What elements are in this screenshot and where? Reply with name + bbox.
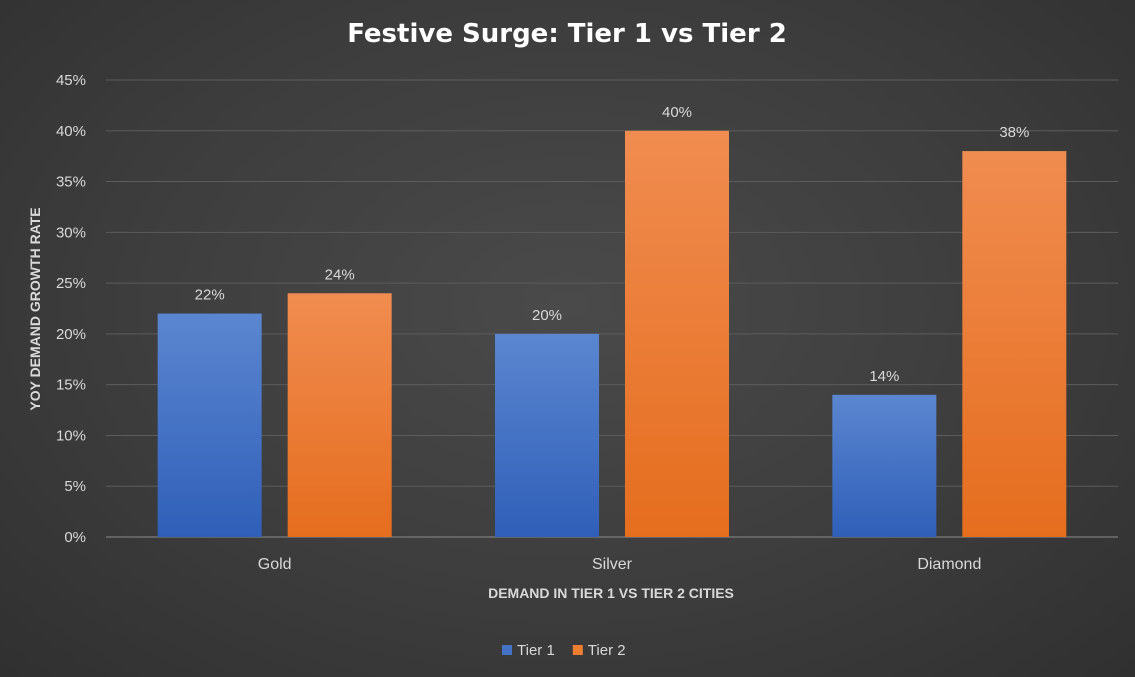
legend-swatch [572, 645, 583, 655]
y-tick-label: 25% [56, 275, 86, 292]
legend-swatch [502, 645, 512, 655]
y-tick-label: 10% [56, 427, 86, 444]
bar-tier-2-diamond [962, 151, 1067, 538]
legend-label: Tier 2 [588, 642, 626, 659]
bar-tier-1-gold [157, 313, 262, 537]
x-axis-title: DEMAND IN TIER 1 VS TIER 2 CITIES [488, 585, 734, 601]
x-tick-label: Gold [258, 556, 292, 573]
y-axis-ticks: 0% 5% 10% 15% 20% 25% 30% 35% 40% 45% [56, 72, 86, 546]
bar-tier-1-diamond [832, 394, 937, 537]
data-label: 40% [662, 104, 692, 121]
bar-tier-1-silver [495, 333, 599, 537]
y-tick-label: 20% [56, 326, 86, 343]
data-label: 22% [195, 287, 225, 304]
y-tick-label: 30% [56, 224, 86, 241]
y-tick-label: 35% [56, 174, 86, 191]
y-tick-label: 0% [64, 529, 86, 546]
y-tick-label: 40% [56, 123, 86, 140]
y-tick-label: 45% [56, 72, 86, 89]
x-tick-label: Diamond [917, 556, 981, 573]
bar-tier-2-gold [287, 293, 392, 537]
data-label: 38% [999, 124, 1029, 141]
data-label: 14% [869, 368, 899, 385]
y-tick-label: 15% [56, 377, 86, 394]
data-label: 24% [325, 266, 355, 283]
data-label: 20% [532, 307, 562, 324]
y-tick-label: 5% [64, 478, 86, 495]
bars [157, 130, 1067, 538]
x-axis-categories: Gold Silver Diamond [258, 556, 982, 573]
x-tick-label: Silver [592, 556, 633, 573]
gridlines [106, 79, 1118, 538]
bar-tier-2-silver [625, 130, 729, 537]
legend-label: Tier 1 [517, 642, 555, 659]
legend: Tier 1 Tier 2 [502, 642, 626, 659]
y-axis-title: YOY DEMAND GROWTH RATE [27, 207, 43, 410]
chart-title: Festive Surge: Tier 1 vs Tier 2 [347, 19, 787, 49]
data-labels: 22% 24% 20% 40% 14% 38% [195, 104, 1030, 385]
